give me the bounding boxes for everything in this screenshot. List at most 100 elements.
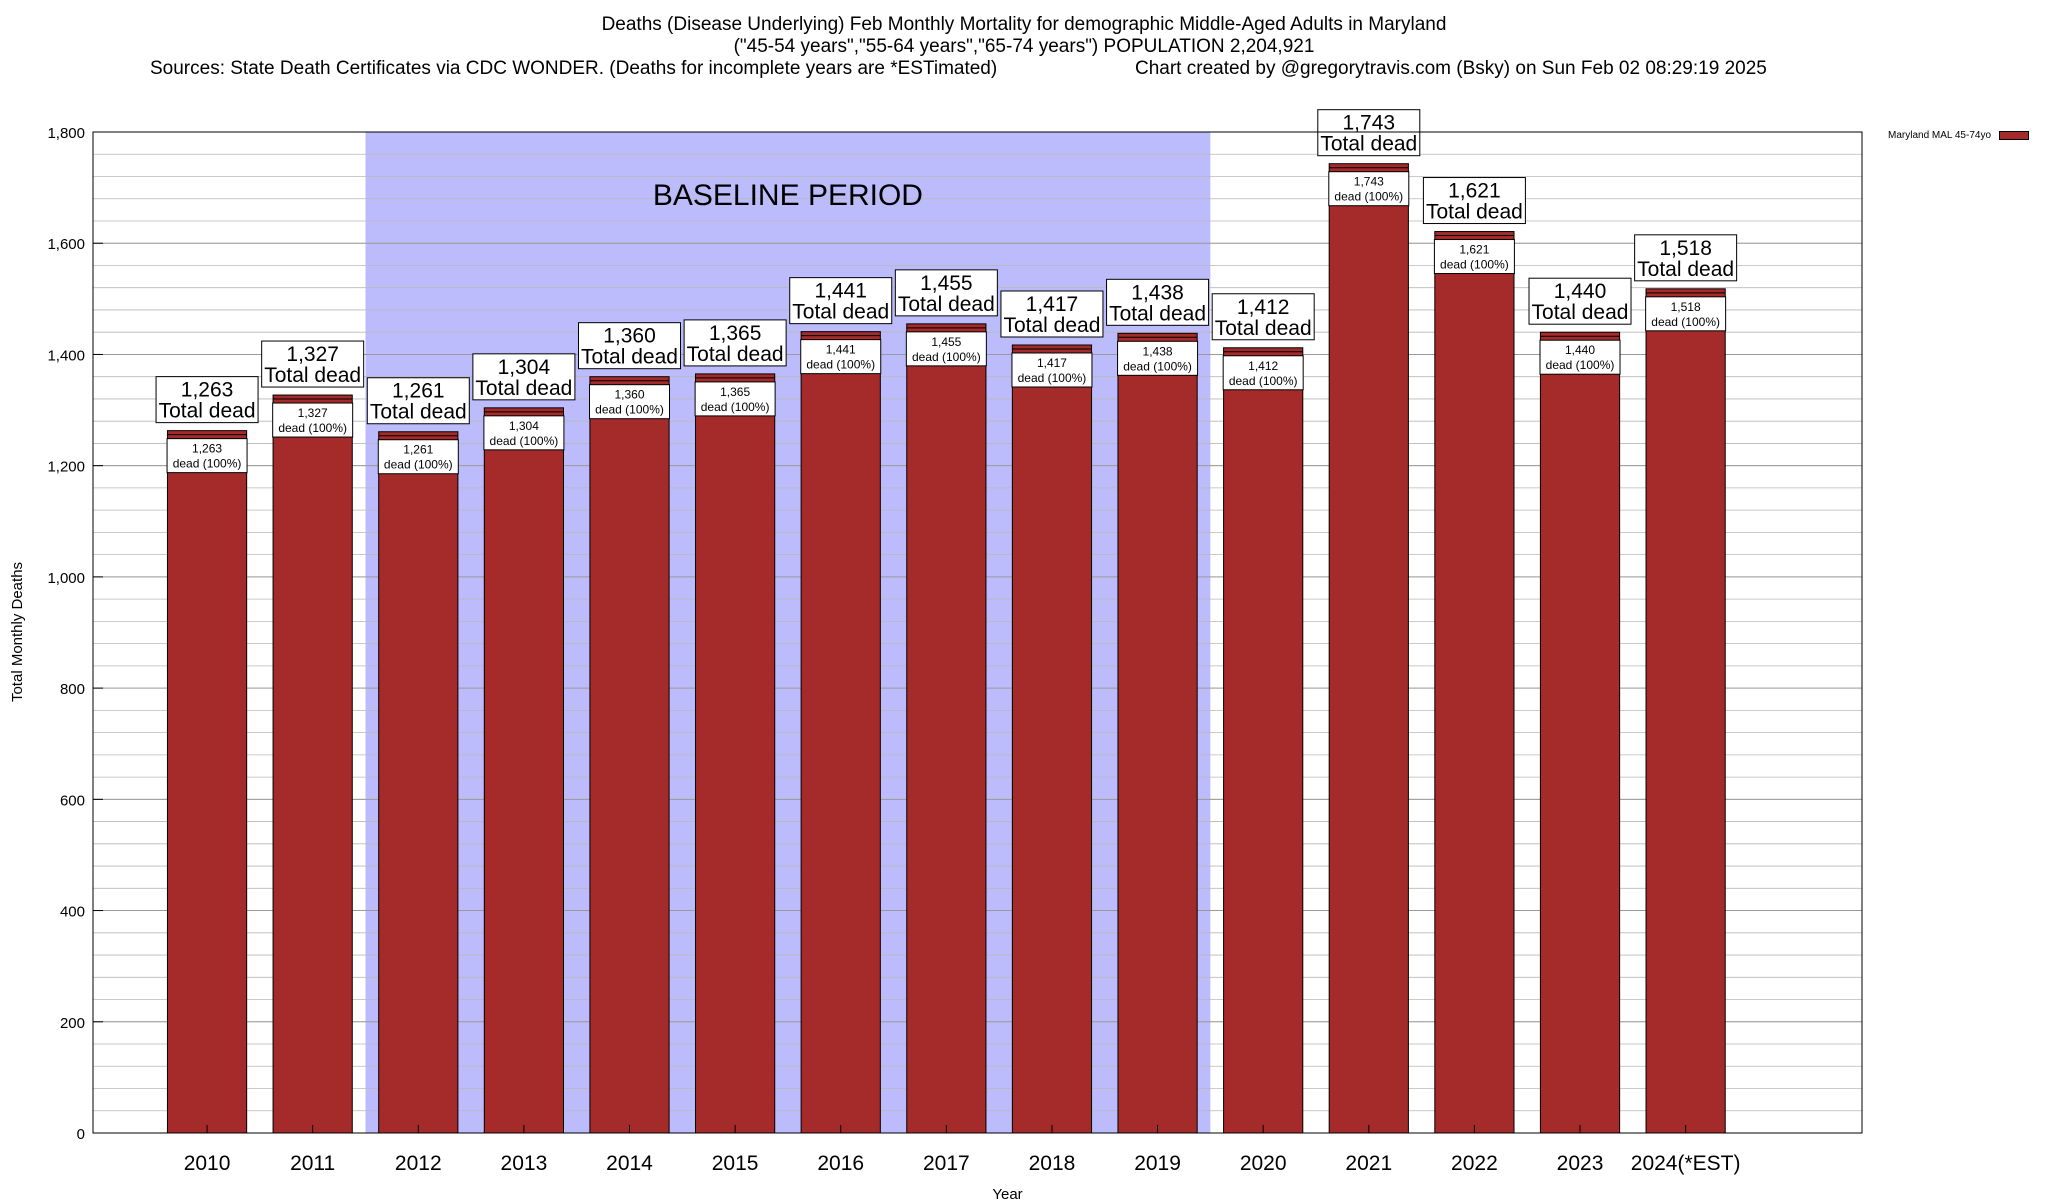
- chart-credit: Chart created by @gregorytravis.com (Bsk…: [1135, 58, 1767, 79]
- total-value-label: 1,455: [920, 272, 973, 295]
- inner-percent-label: dead (100%): [701, 400, 770, 414]
- y-axis-title: Total Monthly Deaths: [9, 562, 26, 702]
- y-tick-label: 800: [60, 681, 85, 698]
- y-tick-label: 400: [60, 904, 85, 921]
- bar: [1434, 231, 1515, 1134]
- total-label-box: [1422, 177, 1526, 225]
- legend-swatch: [1999, 130, 2030, 140]
- x-tick-label: 2023: [1557, 1152, 1604, 1175]
- total-dead-label: Total dead: [1637, 258, 1734, 281]
- inner-label-box: [905, 331, 987, 367]
- bar: [589, 376, 670, 1134]
- inner-percent-label: dead (100%): [1018, 371, 1087, 385]
- chart-titles: Deaths (Disease Underlying) Feb Monthly …: [0, 14, 2048, 80]
- total-label-box: [155, 376, 259, 424]
- inner-value-label: 1,412: [1248, 359, 1278, 373]
- inner-percent-label: dead (100%): [595, 403, 664, 417]
- inner-label-box: [166, 438, 248, 474]
- plot-frame: [92, 131, 1863, 1134]
- inner-percent-label: dead (100%): [806, 358, 875, 372]
- inner-label-box: [1539, 339, 1621, 375]
- inner-value-label: 1,440: [1565, 343, 1595, 357]
- inner-value-label: 1,621: [1459, 243, 1489, 257]
- y-tick-label: 200: [60, 1015, 85, 1032]
- inner-value-label: 1,261: [403, 443, 433, 457]
- total-value-label: 1,518: [1659, 237, 1712, 260]
- inner-label-box: [1011, 352, 1093, 388]
- inner-percent-label: dead (100%): [1651, 315, 1720, 329]
- inner-value-label: 1,365: [720, 385, 750, 399]
- bar: [1223, 347, 1304, 1134]
- total-label-box: [1000, 290, 1104, 338]
- total-value-label: 1,441: [814, 280, 867, 303]
- total-dead-label: Total dead: [1003, 314, 1100, 337]
- inner-label-box: [272, 402, 354, 438]
- total-value-label: 1,743: [1343, 112, 1396, 135]
- inner-label-box: [1222, 355, 1304, 391]
- chart-subtitle: ("45-54 years","55-64 years","65-74 year…: [733, 36, 1315, 57]
- inner-label-box: [1117, 340, 1199, 376]
- bar: [272, 394, 353, 1134]
- bar: [695, 373, 776, 1134]
- total-value-label: 1,365: [709, 322, 762, 345]
- bar: [1011, 344, 1093, 1134]
- inner-label-box: [1645, 296, 1727, 332]
- inner-value-label: 1,263: [192, 442, 222, 456]
- total-dead-label: Total dead: [898, 293, 995, 316]
- total-value-label: 1,440: [1554, 280, 1607, 303]
- total-label-box: [789, 277, 893, 325]
- x-tick-label: 2010: [184, 1152, 231, 1175]
- x-tick-label: 2014: [606, 1152, 653, 1175]
- total-value-label: 1,304: [498, 356, 551, 379]
- x-tick-label: 2019: [1134, 1152, 1181, 1175]
- total-label-box: [894, 269, 998, 317]
- legend: Maryland MAL 45-74yo: [1888, 130, 2030, 141]
- baseline-label: BASELINE PERIOD: [653, 179, 923, 212]
- x-tick-label: 2017: [923, 1152, 970, 1175]
- total-value-label: 1,417: [1026, 293, 1079, 316]
- y-tick-label: 1,200: [47, 459, 85, 476]
- y-tick-label: 0: [77, 1126, 85, 1143]
- inner-value-label: 1,304: [509, 419, 539, 433]
- inner-value-label: 1,518: [1671, 300, 1701, 314]
- y-tick-label: 600: [60, 792, 85, 809]
- total-dead-label: Total dead: [687, 343, 784, 366]
- inner-percent-label: dead (100%): [912, 350, 981, 364]
- total-dead-label: Total dead: [475, 377, 572, 400]
- total-label-box: [578, 322, 682, 370]
- inner-percent-label: dead (100%): [1334, 190, 1403, 204]
- bar: [906, 323, 987, 1134]
- total-label-box: [472, 353, 576, 401]
- total-label-box: [1106, 278, 1210, 326]
- chart-source-line: Sources: State Death Certificates via CD…: [0, 58, 2048, 80]
- bar: [483, 407, 565, 1134]
- x-tick-label: 2022: [1451, 1152, 1498, 1175]
- total-label-box: [1211, 293, 1315, 341]
- total-dead-label: Total dead: [264, 364, 361, 387]
- x-tick-label: 2021: [1345, 1152, 1392, 1175]
- inner-label-box: [589, 384, 671, 420]
- total-label-box: [1317, 109, 1421, 157]
- total-value-label: 1,621: [1448, 180, 1501, 203]
- inner-value-label: 1,327: [298, 406, 328, 420]
- bar: [166, 430, 248, 1134]
- y-tick-label: 1,800: [47, 125, 85, 142]
- x-tick-label: 2018: [1029, 1152, 1076, 1175]
- inner-label-box: [483, 415, 565, 451]
- inner-percent-label: dead (100%): [173, 457, 242, 471]
- bar: [1645, 288, 1726, 1134]
- inner-label-box: [1433, 239, 1515, 275]
- total-dead-label: Total dead: [1109, 302, 1206, 325]
- total-label-box: [1528, 277, 1632, 325]
- x-tick-label: 2020: [1240, 1152, 1287, 1175]
- total-dead-label: Total dead: [792, 301, 889, 324]
- inner-percent-label: dead (100%): [1123, 359, 1192, 373]
- total-value-label: 1,412: [1237, 296, 1290, 319]
- x-tick-label: 2024(*EST): [1631, 1152, 1741, 1175]
- inner-label-box: [694, 381, 776, 417]
- total-dead-label: Total dead: [581, 346, 678, 369]
- x-axis-title: Year: [992, 1186, 1022, 1200]
- inner-value-label: 1,417: [1037, 356, 1067, 370]
- total-dead-label: Total dead: [1426, 201, 1523, 224]
